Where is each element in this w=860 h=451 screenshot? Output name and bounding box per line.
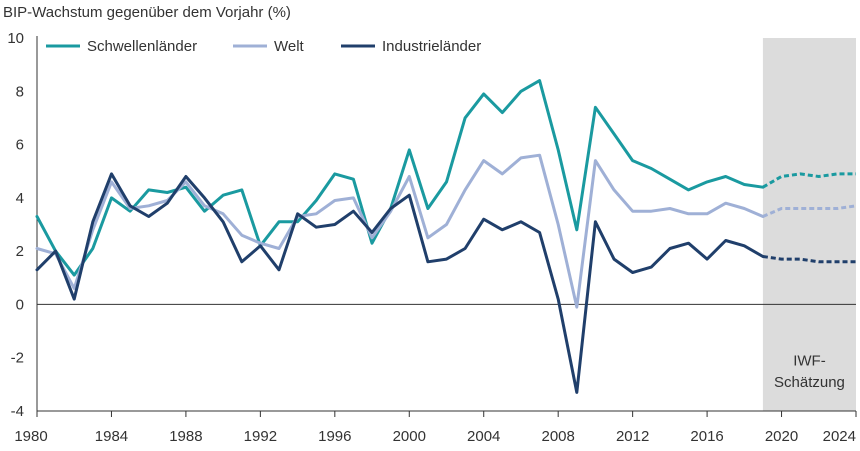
y-tick-label: 8	[16, 83, 24, 100]
forecast-label-line2: Schätzung	[774, 374, 845, 391]
y-tick-label: 2	[16, 243, 24, 260]
x-tick-label: 1996	[318, 428, 351, 445]
chart-title: BIP-Wachstum gegenüber dem Vorjahr (%)	[3, 4, 291, 21]
legend-label: Welt	[274, 38, 305, 55]
series-line	[35, 172, 765, 394]
forecast-shade	[762, 38, 856, 411]
series-lines	[35, 79, 857, 394]
legend: Schwellenländer Welt Industrieländer	[46, 38, 481, 55]
x-tick-label: 2004	[467, 428, 500, 445]
x-tick-label: 2012	[616, 428, 649, 445]
y-tick-label: 4	[16, 190, 24, 207]
series-forecast-line	[762, 204, 857, 218]
series-forecast-line	[762, 172, 856, 189]
y-tick-label: 6	[16, 137, 24, 154]
x-tick-label: 1992	[244, 428, 277, 445]
x-tick-label: 2000	[393, 428, 426, 445]
y-tick-label: -2	[11, 350, 24, 367]
y-tick-label: -4	[11, 403, 24, 420]
legend-label: Schwellenländer	[87, 38, 197, 55]
series-line	[35, 153, 765, 309]
series-line	[35, 79, 765, 277]
x-tick-label: 1980	[14, 428, 47, 445]
x-axis-ticks: 1980 1984 1988 1992 1996 2000 2004 2008 2012 2016…	[14, 411, 857, 445]
x-tick-label: 1984	[95, 428, 128, 445]
forecast-label-line1: IWF-	[793, 353, 825, 370]
x-tick-label: 2016	[690, 428, 723, 445]
x-tick-label: 2008	[541, 428, 574, 445]
x-tick-label: 1988	[169, 428, 202, 445]
y-tick-label: 10	[7, 30, 24, 47]
y-axis-ticks: -4 -2 0 2 4 6 8 10	[7, 30, 24, 420]
y-tick-label: 0	[16, 296, 24, 313]
x-tick-label: 2024	[823, 428, 856, 445]
x-tick-label: 2020	[765, 428, 798, 445]
legend-label: Industrieländer	[382, 38, 481, 55]
